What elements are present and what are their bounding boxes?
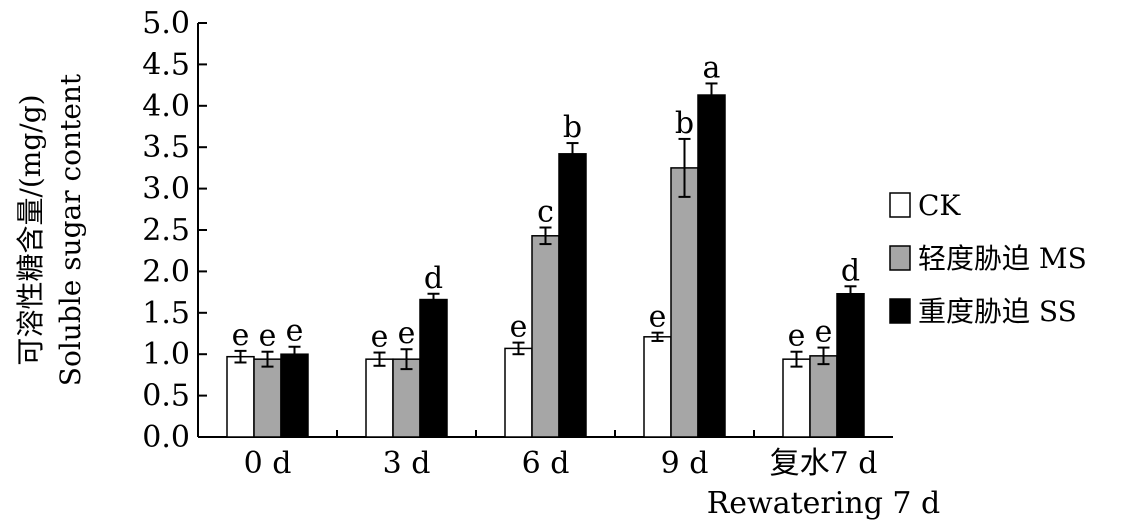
significance-letter: b — [675, 106, 694, 141]
significance-letter: a — [703, 50, 721, 85]
legend-label: 轻度胁迫 MS — [918, 242, 1087, 275]
legend-label: CK — [918, 189, 961, 222]
y-axis-title-chinese: 可溶性糖含量/(mg/g) — [14, 94, 47, 365]
bar — [697, 94, 726, 438]
y-axis-title: 可溶性糖含量/(mg/g) Soluble sugar content — [14, 73, 87, 386]
significance-letter: e — [649, 300, 667, 335]
y-tick-label: 0.5 — [142, 379, 190, 414]
bar — [392, 358, 421, 438]
x-tick-label: 3 d — [383, 446, 431, 481]
significance-letter: d — [841, 253, 860, 288]
legend-swatch — [889, 245, 911, 271]
bar — [226, 355, 255, 438]
x-tick-label: 6 d — [522, 446, 570, 481]
legend-swatch — [889, 298, 911, 324]
y-tick-label: 4.0 — [142, 89, 190, 124]
bar — [280, 353, 309, 438]
x-tick-label: 9 d — [661, 446, 709, 481]
y-tick-label: 0.0 — [142, 420, 190, 455]
significance-letter: b — [563, 110, 582, 145]
x-tick-label: 0 d — [244, 446, 292, 481]
x-tick-sublabel: Rewatering 7 d — [707, 486, 941, 521]
x-tick-label: 复水7 d — [770, 446, 878, 481]
bar — [643, 336, 672, 438]
axes: 0.0 0.5 1.0 1.5 2.0 2.5 3.0 3.5 4.0 4.5 5.0 0 d 3 d 6… — [142, 6, 940, 521]
bar — [836, 293, 865, 438]
bar — [365, 358, 394, 438]
significance-letter: e — [286, 314, 304, 349]
significance-letter: e — [510, 310, 528, 345]
bar — [558, 153, 587, 438]
y-axis-title-english: Soluble sugar content — [54, 73, 87, 386]
y-tick-label: 5.0 — [142, 6, 190, 41]
y-tick-label: 3.0 — [142, 172, 190, 207]
legend: CK 轻度胁迫 MS 重度胁迫 SS — [889, 189, 1087, 328]
y-tick-label: 1.5 — [142, 296, 190, 331]
significance-letter: e — [259, 319, 277, 354]
bar — [419, 298, 448, 438]
significance-letter: e — [398, 316, 416, 351]
bar — [782, 358, 811, 438]
significance-letter: e — [232, 318, 250, 353]
bar — [504, 347, 533, 438]
bar — [531, 235, 560, 438]
y-tick-label: 2.5 — [142, 213, 190, 248]
bar — [253, 358, 282, 438]
y-tick-label: 3.5 — [142, 130, 190, 165]
significance-letter: e — [371, 320, 389, 355]
legend-swatch — [889, 192, 911, 218]
y-tick-label: 2.0 — [142, 254, 190, 289]
legend-label: 重度胁迫 SS — [918, 295, 1077, 328]
significance-letter: e — [788, 319, 806, 354]
significance-letter: c — [537, 195, 554, 230]
y-tick-label: 1.0 — [142, 337, 190, 372]
bar — [809, 355, 838, 438]
significance-letter: d — [424, 261, 443, 296]
bar — [670, 167, 699, 438]
significance-letter: e — [815, 315, 833, 350]
y-tick-label: 4.5 — [142, 47, 190, 82]
